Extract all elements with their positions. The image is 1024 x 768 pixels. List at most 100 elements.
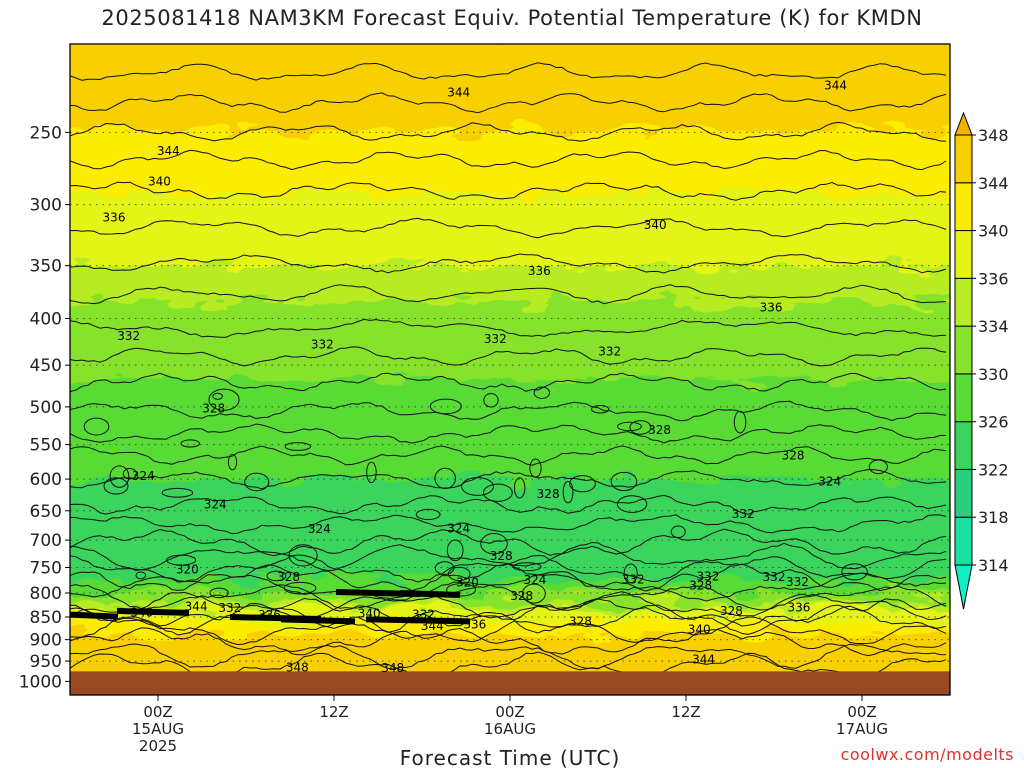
- colorbar-box: [954, 134, 973, 184]
- field-band: [70, 46, 950, 51]
- contour-label: 332: [311, 337, 334, 351]
- contour-cell: [103, 477, 129, 495]
- field-band: [70, 201, 950, 206]
- field-band: [40, 30, 980, 34]
- field-band: [40, 33, 980, 37]
- field-band: [70, 49, 950, 54]
- contour-label: 332: [598, 345, 621, 359]
- field-band: [70, 198, 950, 203]
- contour-cell: [616, 495, 648, 513]
- field-band: [70, 314, 950, 319]
- field-band: [70, 618, 950, 623]
- field-band: [70, 353, 950, 358]
- contour-cell: [109, 465, 130, 488]
- contour-line: [70, 469, 947, 490]
- contour-cell: [461, 477, 494, 496]
- field-band: [70, 123, 950, 129]
- field-band: [70, 375, 950, 381]
- y-tick-label: 800: [30, 584, 62, 604]
- contour-line: [70, 217, 947, 239]
- contour-label: 328: [689, 579, 712, 593]
- contour-cell: [868, 459, 888, 475]
- field-band: [70, 476, 950, 481]
- contour-cell: [209, 587, 229, 599]
- field-band: [70, 534, 950, 539]
- contour-label: 348: [286, 661, 309, 675]
- contour-label: 328: [569, 615, 592, 629]
- y-tick-label: 550: [30, 436, 62, 456]
- field-band: [70, 178, 950, 184]
- contour-line: [70, 616, 947, 646]
- contour-cell: [670, 525, 686, 539]
- field-band: [70, 411, 950, 416]
- contour-cell: [446, 583, 477, 597]
- field-band: [70, 282, 950, 287]
- contour-cell: [212, 392, 223, 400]
- field-band: [70, 298, 950, 303]
- contour-line: [70, 643, 947, 670]
- field-band: [70, 385, 950, 390]
- contour-line: [70, 253, 947, 274]
- field-band: [70, 117, 950, 122]
- field-band: [70, 220, 950, 226]
- y-tick-label: 350: [30, 257, 62, 277]
- contour-cell: [283, 581, 317, 595]
- field-band: [70, 440, 950, 445]
- credit-link[interactable]: coolwx.com/modelts: [840, 745, 1014, 764]
- field-band: [70, 424, 950, 429]
- field-band: [70, 482, 950, 487]
- contour-line: [70, 494, 947, 515]
- y-tick-label: 950: [30, 652, 62, 672]
- colorbar: 314 318 322 326 330 334 336 340 344 348: [954, 111, 1009, 610]
- colorbar-box: [954, 516, 973, 566]
- field-band: [70, 602, 950, 607]
- field-band: [70, 466, 950, 471]
- field-band: [70, 569, 950, 575]
- colorbar-box: [954, 468, 973, 518]
- contour-cell: [288, 544, 318, 567]
- contour-label: 332: [786, 575, 809, 589]
- y-tick-label: 1000: [19, 672, 62, 692]
- field-band: [70, 279, 950, 284]
- field-band: [70, 550, 950, 555]
- contour-line: [70, 514, 947, 535]
- field-band: [70, 169, 950, 174]
- field-band: [70, 650, 950, 655]
- field-band: [70, 388, 950, 394]
- contour-cell: [161, 487, 194, 498]
- field-band: [70, 427, 950, 432]
- field-band: [70, 214, 950, 219]
- field-band: [70, 459, 950, 465]
- contour-line: [70, 627, 947, 657]
- colorbar-label: 340: [978, 222, 1009, 241]
- field-band: [70, 556, 950, 562]
- field-band: [70, 230, 950, 235]
- field-band: [70, 414, 950, 419]
- field-band: [70, 136, 950, 142]
- field-band: [70, 243, 950, 248]
- contour-label: 324: [447, 522, 470, 536]
- contour-cell: [122, 467, 137, 480]
- contour-cell: [483, 392, 499, 408]
- contour-label: 332: [697, 569, 720, 583]
- x-tick-label: 16AUG: [484, 720, 536, 738]
- field-band: [70, 369, 950, 374]
- field-band: [70, 152, 950, 158]
- contour-cell: [446, 539, 464, 562]
- contour-label: 324: [523, 573, 546, 587]
- contour-label: 336: [258, 608, 281, 622]
- x-tick-label: 17AUG: [836, 720, 888, 738]
- field-band: [70, 269, 950, 274]
- field-band: [70, 140, 950, 145]
- field-band: [70, 120, 950, 125]
- contour-cell: [415, 508, 441, 521]
- field-band: [70, 188, 950, 193]
- contour-cell: [521, 583, 546, 604]
- contour-cell: [284, 442, 312, 451]
- field-band: [70, 146, 950, 151]
- contour-line: [70, 423, 947, 444]
- colorbar-box: [954, 277, 973, 327]
- contour-line: [70, 528, 947, 557]
- field-band: [70, 372, 950, 377]
- contour-line: [70, 284, 947, 305]
